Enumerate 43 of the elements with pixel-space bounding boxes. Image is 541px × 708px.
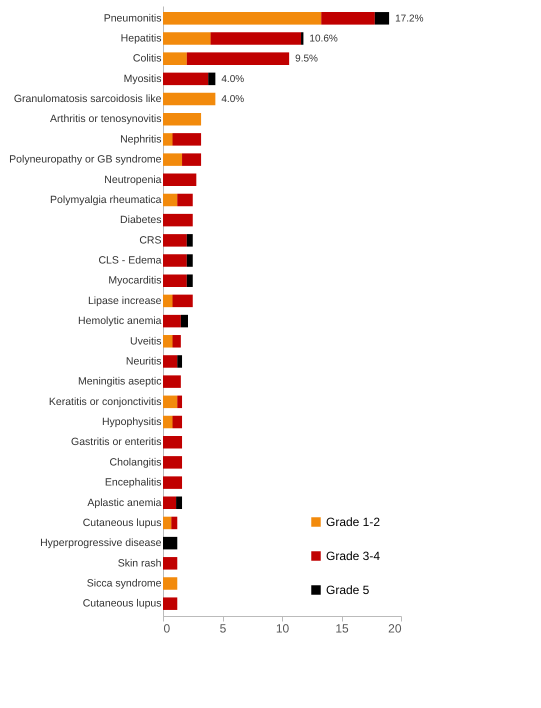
y-tick-label: Cutaneous lupus (82, 516, 162, 529)
annotation: 4.0% (221, 74, 244, 85)
y-tick-label: Uveitis (130, 335, 162, 348)
y-tick-label: Meningitis aseptic (78, 376, 162, 388)
y-tick-label: Polymyalgia rheumatica (50, 194, 162, 206)
y-tick-label: Neuritis (126, 355, 162, 368)
y-tick-label: Granulomatosis sarcoidosis like (14, 93, 162, 106)
x-tick-label: 20 (388, 622, 402, 636)
y-tick-label: Lipase increase (88, 294, 162, 307)
y-tick-label: Keratitis or conjonctivitis (48, 396, 162, 408)
annotation: 10.6% (309, 34, 338, 44)
y-tick-label: Hepatitis (120, 32, 162, 44)
legend-label: Grade 3-4 (326, 549, 380, 563)
x-tick-label: 10 (276, 622, 290, 636)
annotation: 9.5% (295, 54, 318, 65)
x-tick-label: 0 (164, 622, 170, 636)
y-tick-label: Hyperprogressive disease (40, 537, 162, 550)
y-tick-label: Cutaneous lupus (82, 598, 162, 610)
y-tick-label: CLS - Edema (98, 254, 162, 267)
annotation: 4.0% (221, 94, 244, 106)
y-tick-label: Hemolytic anemia (78, 315, 162, 328)
y-tick-label: Sicca syndrome (86, 578, 162, 590)
y-tick-label: Aplastic anemia (87, 496, 162, 509)
y-tick-label: Encephalitis (104, 476, 162, 489)
legend-label: Grade 1-2 (326, 515, 380, 529)
x-tick-label: 5 (220, 622, 227, 636)
y-tick-label: Colitis (132, 52, 162, 65)
y-tick-label: Polyneuropathy or GB syndrome (9, 154, 162, 166)
y-tick-label: Skin rash (118, 557, 162, 570)
y-tick-label: Gastritis or enteritis (71, 436, 162, 448)
legend-label: Grade 5 (326, 583, 370, 597)
y-tick-label: Cholangitis (110, 456, 162, 468)
annotation: 17.2% (395, 13, 424, 24)
y-tick-label: Diabetes (120, 214, 162, 226)
y-tick-label: Myocarditis (108, 274, 162, 287)
y-tick-label: Myositis (124, 72, 162, 85)
x-tick-label: 15 (335, 622, 349, 636)
y-tick-label: CRS (139, 234, 162, 246)
y-tick-label: Arthritis or tenosynovitis (50, 113, 162, 126)
y-tick-label: Hypophysitis (102, 416, 162, 428)
y-tick-label: Nephritis (120, 133, 162, 146)
y-tick-label: Neutropenia (104, 174, 162, 186)
y-tick-label: Pneumonitis (104, 12, 162, 24)
